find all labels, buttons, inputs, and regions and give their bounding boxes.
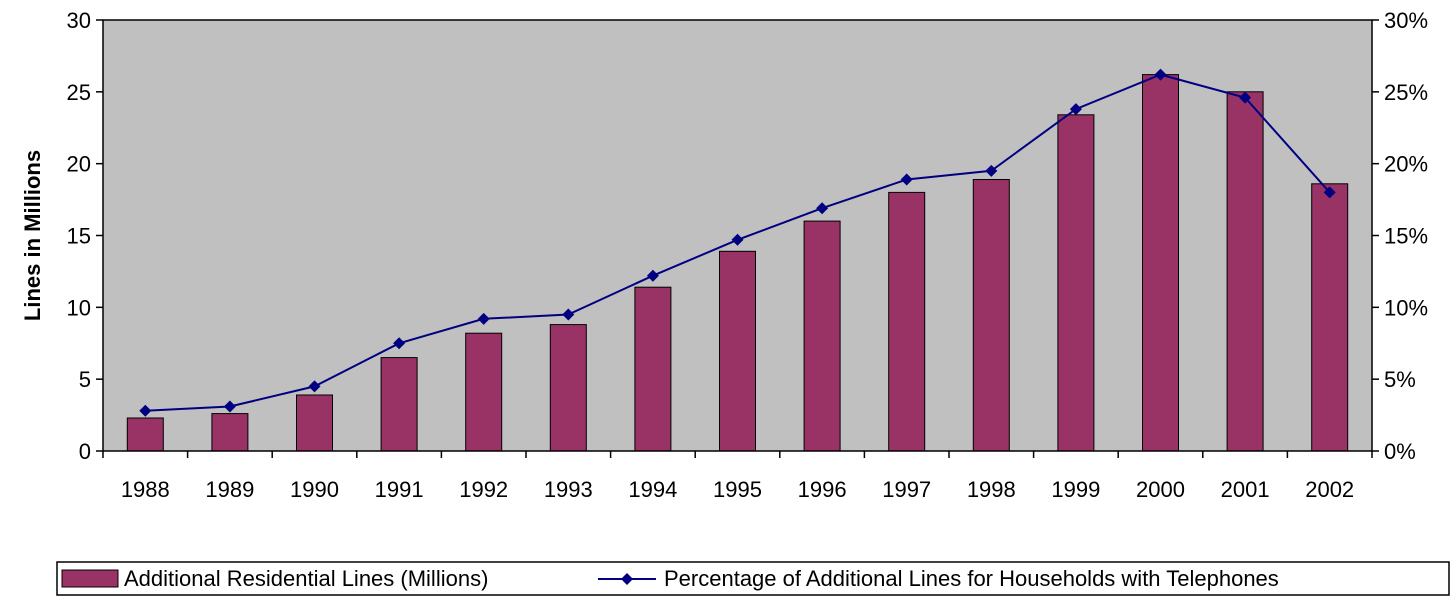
line-point-1996 bbox=[816, 202, 829, 215]
line-point-1999 bbox=[1069, 103, 1082, 116]
axes: 0 5 10 15 20 25 30 0% 5% 10% 15% 20% 25% 30% 1988 1989 1… bbox=[67, 8, 1429, 502]
line-point-2001 bbox=[1239, 91, 1252, 104]
bar-2000 bbox=[1142, 74, 1179, 452]
legend: Additional Residential Lines (Millions) … bbox=[56, 561, 1450, 596]
x-tick-label: 1998 bbox=[967, 477, 1016, 502]
line-point-1992 bbox=[477, 312, 490, 325]
line-point-1991 bbox=[393, 337, 406, 350]
x-tick-label: 1989 bbox=[205, 477, 254, 502]
x-tick-label: 2000 bbox=[1136, 477, 1185, 502]
line-point-1989 bbox=[223, 400, 236, 413]
bar-1998 bbox=[972, 179, 1010, 452]
legend-bar-label: Additional Residential Lines (Millions) bbox=[124, 566, 488, 591]
x-tick-label: 1991 bbox=[375, 477, 424, 502]
y2-tick-label: 30% bbox=[1384, 8, 1428, 33]
y-tick-label: 30 bbox=[67, 8, 91, 33]
legend-box bbox=[56, 561, 1450, 596]
y2-tick-label: 5% bbox=[1384, 367, 1416, 392]
y2-tick-label: 0% bbox=[1384, 439, 1416, 464]
bar-1995 bbox=[719, 250, 756, 452]
y-tick-label: 10 bbox=[67, 295, 91, 320]
bar-1990 bbox=[296, 394, 333, 452]
x-tick-label: 1999 bbox=[1051, 477, 1100, 502]
y2-tick-label: 15% bbox=[1384, 224, 1428, 249]
bar-1988 bbox=[126, 417, 164, 452]
line-point-2000 bbox=[1154, 68, 1167, 81]
x-tick-label: 1996 bbox=[798, 477, 847, 502]
x-tick-label: 1988 bbox=[121, 477, 170, 502]
y2-tick-label: 10% bbox=[1384, 295, 1428, 320]
y2-tick-label: 20% bbox=[1384, 152, 1428, 177]
y-tick-label: 5 bbox=[79, 367, 91, 392]
bar-1991 bbox=[380, 357, 418, 452]
legend-bar-swatch bbox=[61, 569, 119, 588]
legend-line-marker bbox=[621, 573, 633, 585]
x-tick-label: 2002 bbox=[1305, 477, 1354, 502]
line-point-1997 bbox=[900, 173, 913, 186]
bar-series bbox=[126, 74, 1349, 452]
bar-1992 bbox=[465, 332, 503, 452]
y2-tick-label: 25% bbox=[1384, 80, 1428, 105]
bar-1993 bbox=[549, 324, 587, 452]
bar-1997 bbox=[888, 191, 926, 452]
y-tick-label: 15 bbox=[67, 224, 91, 249]
bar-2001 bbox=[1226, 91, 1264, 452]
line-point-1995 bbox=[731, 233, 744, 246]
line-point-2002 bbox=[1323, 186, 1336, 199]
line-series bbox=[139, 68, 1336, 417]
y-tick-label: 25 bbox=[67, 80, 91, 105]
y-tick-label: 20 bbox=[67, 152, 91, 177]
x-tick-label: 1992 bbox=[459, 477, 508, 502]
x-tick-label: 1993 bbox=[544, 477, 593, 502]
legend-line-label: Percentage of Additional Lines for House… bbox=[664, 566, 1279, 591]
x-tick-label: 1997 bbox=[882, 477, 931, 502]
x-tick-label: 1990 bbox=[290, 477, 339, 502]
bar-1989 bbox=[211, 413, 249, 452]
bar-2002 bbox=[1311, 183, 1349, 452]
line-point-1990 bbox=[308, 380, 321, 393]
line-point-1988 bbox=[139, 404, 152, 417]
x-tick-label: 1995 bbox=[713, 477, 762, 502]
bar-1994 bbox=[634, 286, 672, 452]
line-point-1998 bbox=[985, 164, 998, 177]
line-point-1994 bbox=[646, 269, 659, 282]
bar-1999 bbox=[1057, 114, 1095, 452]
line-point-1993 bbox=[562, 308, 575, 321]
x-tick-label: 2001 bbox=[1221, 477, 1270, 502]
bar-1996 bbox=[803, 220, 841, 452]
x-tick-label: 1994 bbox=[628, 477, 677, 502]
y-axis-label: Lines in Millions bbox=[20, 150, 45, 321]
y-tick-label: 0 bbox=[79, 439, 91, 464]
